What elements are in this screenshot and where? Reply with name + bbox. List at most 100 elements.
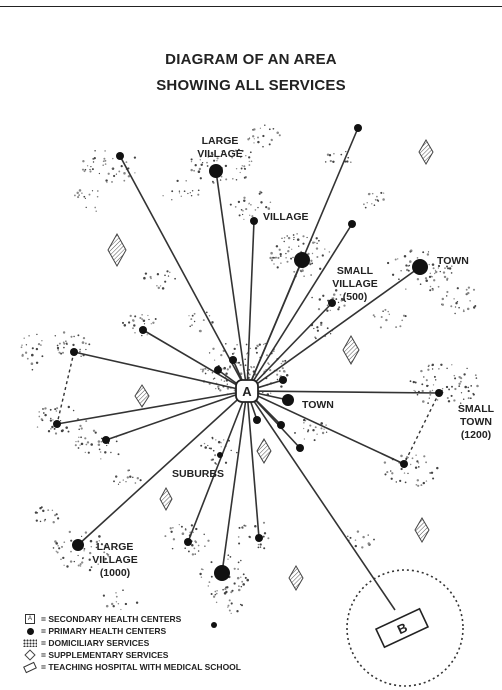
domiciliary-dot <box>316 255 319 259</box>
domiciliary-dot <box>120 165 123 168</box>
domiciliary-dot <box>328 251 331 253</box>
domiciliary-dot <box>30 362 34 366</box>
domiciliary-dot <box>112 157 114 160</box>
domiciliary-dot <box>123 324 127 327</box>
domiciliary-dot <box>86 165 89 167</box>
domiciliary-dot <box>298 245 300 247</box>
primary-health-center-node <box>435 389 443 397</box>
domiciliary-dot <box>388 313 391 316</box>
domiciliary-dot <box>290 257 293 260</box>
domiciliary-dot <box>49 408 52 411</box>
domiciliary-dot <box>220 353 223 357</box>
domiciliary-dot <box>318 239 320 242</box>
domiciliary-dot <box>427 402 429 404</box>
domiciliary-dot <box>107 556 109 558</box>
domiciliary-dot <box>201 162 204 164</box>
domiciliary-dot <box>150 277 152 280</box>
domiciliary-dot <box>189 325 191 328</box>
domiciliary-dot <box>97 440 101 443</box>
domiciliary-dot <box>313 439 316 442</box>
domiciliary-dot <box>432 384 435 386</box>
domiciliary-dot <box>58 547 61 550</box>
domiciliary-dot <box>230 612 232 615</box>
domiciliary-dot <box>76 191 79 195</box>
domiciliary-dot <box>52 419 54 421</box>
legend-item-primary: = PRIMARY HEALTH CENTERS <box>22 625 241 637</box>
primary-health-centers <box>53 124 443 628</box>
domiciliary-dot <box>310 259 313 262</box>
domiciliary-dot <box>53 427 56 430</box>
domiciliary-dot <box>472 288 476 291</box>
domiciliary-dot <box>248 164 251 166</box>
domiciliary-dot <box>431 389 434 392</box>
domiciliary-dot <box>450 394 453 397</box>
domiciliary-dot <box>250 160 253 163</box>
domiciliary-dot <box>384 473 387 476</box>
domiciliary-dot <box>44 407 47 410</box>
domiciliary-dot <box>117 483 120 485</box>
domiciliary-dot <box>339 293 342 296</box>
supplementary-services <box>107 139 434 591</box>
domiciliary-dot <box>466 307 470 311</box>
domiciliary-dot <box>195 527 198 531</box>
domiciliary-dot <box>252 135 255 138</box>
domiciliary-dot <box>254 347 258 350</box>
domiciliary-dot <box>431 363 435 367</box>
domiciliary-dot <box>411 457 414 460</box>
domiciliary-dot <box>93 156 96 160</box>
domiciliary-dot <box>346 160 349 163</box>
domiciliary-dot <box>197 544 200 547</box>
legend-text: = DOMICILIARY SERVICES <box>41 638 150 648</box>
domiciliary-dot <box>84 342 87 345</box>
domiciliary-dot <box>323 428 325 430</box>
domiciliary-dot <box>62 351 64 354</box>
domiciliary-dot <box>194 553 196 555</box>
domiciliary-dot <box>421 389 424 393</box>
domiciliary-dot <box>429 285 432 288</box>
domiciliary-dot <box>191 543 194 547</box>
service-link-line <box>105 390 248 441</box>
domiciliary-dot <box>276 378 279 381</box>
domiciliary-dot <box>81 168 85 171</box>
domiciliary-dot <box>248 535 251 538</box>
domiciliary-dot <box>315 337 317 340</box>
domiciliary-dot <box>226 368 229 371</box>
domiciliary-dot <box>184 528 187 530</box>
domiciliary-dot <box>429 289 432 292</box>
domiciliary-dot <box>142 319 146 322</box>
domiciliary-dot <box>437 264 441 268</box>
legend-item-secondary: A = SECONDARY HEALTH CENTERS <box>22 613 241 625</box>
domiciliary-dot <box>40 506 43 509</box>
domiciliary-dot <box>88 343 91 346</box>
domiciliary-dot <box>253 128 256 131</box>
primary-health-center-node <box>214 565 230 581</box>
domiciliary-dot <box>193 169 196 172</box>
domiciliary-dot <box>104 150 106 152</box>
domiciliary-dot <box>403 472 406 474</box>
domiciliary-dot <box>190 158 193 161</box>
domiciliary-dot <box>368 192 371 195</box>
domiciliary-dot <box>245 353 248 355</box>
primary-health-center-node <box>116 152 124 160</box>
domiciliary-dot <box>437 285 440 288</box>
diagram-title-line-2: SHOWING ALL SERVICES <box>156 77 346 94</box>
domiciliary-dot <box>241 213 244 216</box>
domiciliary-dot <box>113 480 115 483</box>
domiciliary-dot <box>240 559 242 562</box>
legend-item-supplementary: = SUPPLEMENTARY SERVICES <box>22 649 241 661</box>
domiciliary-dot <box>178 523 180 526</box>
domiciliary-dot <box>77 440 80 443</box>
domiciliary-dot <box>253 142 255 144</box>
domiciliary-dot <box>199 155 202 158</box>
domiciliary-dot <box>445 295 448 297</box>
domiciliary-dot <box>371 203 373 205</box>
domiciliary-dot <box>78 194 80 196</box>
domiciliary-dot <box>211 372 214 374</box>
domiciliary-dot <box>238 526 241 529</box>
domiciliary-dot <box>466 367 468 370</box>
domiciliary-dot <box>215 463 217 465</box>
domiciliary-dot <box>50 417 52 420</box>
domiciliary-dot <box>404 481 407 484</box>
domiciliary-dot <box>241 165 243 167</box>
domiciliary-dot <box>91 190 94 192</box>
